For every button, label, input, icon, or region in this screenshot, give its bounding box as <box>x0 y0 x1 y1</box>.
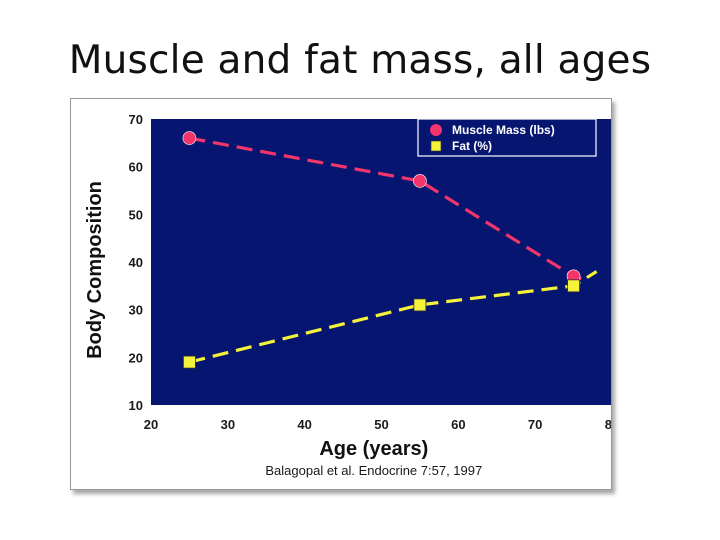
x-tick-label: 20 <box>144 417 158 432</box>
x-tick-label: 50 <box>374 417 388 432</box>
legend-box <box>417 118 597 157</box>
y-tick-label: 40 <box>129 255 143 270</box>
plot-area <box>151 119 611 405</box>
citation: Balagopal et al. Endocrine 7:57, 1997 <box>265 463 482 478</box>
legend-marker-circle <box>430 124 442 136</box>
y-axis-title: Body Composition <box>84 181 106 359</box>
legend-label: Fat (%) <box>452 139 492 153</box>
legend: Muscle Mass (lbs) Fat (%) <box>417 118 597 157</box>
y-tick-label: 30 <box>129 303 143 318</box>
y-axis-ticks: 10 20 30 40 50 60 70 <box>129 112 143 413</box>
fat-point <box>567 279 580 293</box>
x-axis-title: Age (years) <box>319 438 428 460</box>
y-tick-label: 60 <box>129 160 143 175</box>
x-tick-label: 40 <box>297 417 311 432</box>
muscle-point <box>413 174 427 188</box>
y-tick-label: 70 <box>129 112 143 127</box>
y-tick-label: 10 <box>129 398 143 413</box>
x-axis-ticks: 20 30 40 50 60 70 80 <box>144 417 611 432</box>
fat-line <box>189 270 598 364</box>
x-tick-label: 30 <box>221 417 235 432</box>
fat-point <box>183 355 196 369</box>
legend-marker-square <box>430 140 442 152</box>
fat-point <box>413 298 427 312</box>
series-layer <box>182 131 598 369</box>
slide-title: Muscle and fat mass, all ages <box>68 38 652 83</box>
y-tick-label: 20 <box>129 350 143 365</box>
legend-label: Muscle Mass (lbs) <box>452 123 555 137</box>
x-tick-label: 60 <box>451 417 465 432</box>
muscle-point <box>182 131 197 145</box>
x-tick-label: 70 <box>528 417 542 432</box>
y-tick-label: 50 <box>129 207 143 222</box>
x-tick-label: 80 <box>605 417 611 432</box>
